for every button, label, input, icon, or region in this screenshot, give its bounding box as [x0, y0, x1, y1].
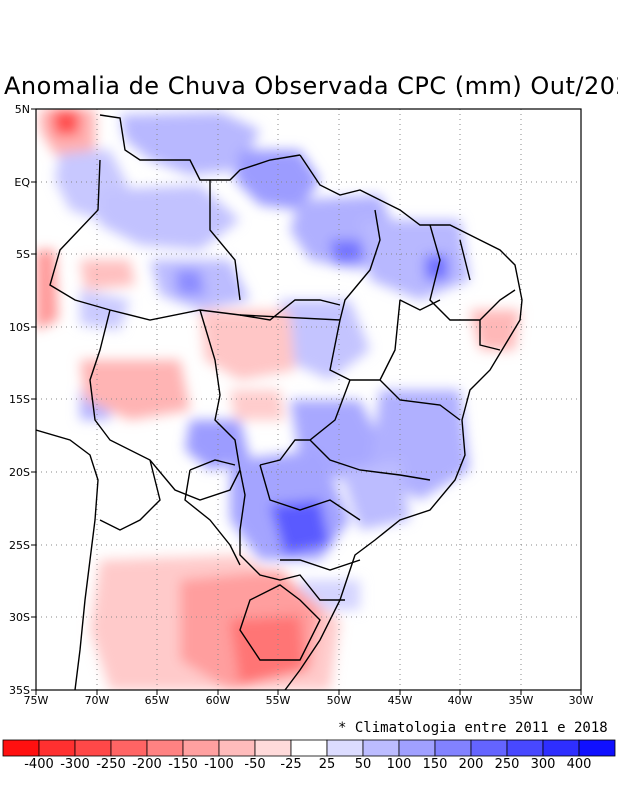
lat-label: 10S	[9, 321, 30, 334]
lat-label: 5S	[16, 248, 30, 261]
lon-label: 40W	[447, 694, 473, 707]
borders	[36, 114, 523, 690]
gridlines	[36, 109, 581, 690]
coastline	[284, 154, 523, 690]
color-bar	[2, 739, 616, 757]
color-bar-swatch	[398, 739, 436, 757]
pacific-coast	[36, 429, 99, 690]
color-bar-label: 25	[318, 757, 336, 772]
color-bar-swatch	[254, 739, 292, 757]
lat-label: 20S	[9, 466, 30, 479]
color-bar-swatch	[326, 739, 364, 757]
color-bar-label: 400	[566, 757, 592, 772]
color-bar-label: -400	[24, 757, 54, 772]
color-bar-swatch	[2, 739, 40, 757]
color-bar-swatch	[578, 739, 616, 757]
color-bar-label: 300	[530, 757, 556, 772]
lat-label: 35S	[9, 684, 30, 697]
lon-label: 65W	[144, 694, 170, 707]
lat-label: 30S	[9, 611, 30, 624]
color-bar-label: -50	[244, 757, 266, 772]
color-bar-swatch	[434, 739, 472, 757]
color-bar-swatch	[362, 739, 400, 757]
map-title: Anomalia de Chuva Observada CPC (mm) Out…	[4, 72, 618, 100]
lon-label: 35W	[508, 694, 534, 707]
color-bar-label: 150	[422, 757, 448, 772]
uruguay-border	[239, 584, 321, 661]
lon-label: 60W	[205, 694, 231, 707]
color-bar-swatch	[470, 739, 508, 757]
lat-label: EQ	[14, 176, 30, 189]
lat-label: 25S	[9, 539, 30, 552]
lon-label: 70W	[84, 694, 110, 707]
color-bar-swatch	[110, 739, 148, 757]
color-bar-swatch	[290, 739, 328, 757]
argentina-border	[99, 459, 161, 531]
lon-label: 75W	[23, 694, 49, 707]
color-bar-label: 50	[354, 757, 372, 772]
color-bar-swatch	[542, 739, 580, 757]
brazil-border	[49, 114, 345, 601]
color-bar-swatch	[182, 739, 220, 757]
color-bar-label: -250	[96, 757, 126, 772]
lat-label: 15S	[9, 393, 30, 406]
color-bar-label: -150	[168, 757, 198, 772]
bolivia-border	[89, 309, 241, 501]
color-bar-swatch	[506, 739, 544, 757]
lon-label: 30W	[568, 694, 594, 707]
state-borders	[209, 180, 516, 571]
color-bar-label: -100	[204, 757, 234, 772]
color-bar-label: 200	[458, 757, 484, 772]
lat-label: 5N	[14, 103, 30, 116]
color-bar-swatch	[38, 739, 76, 757]
paraguay-border	[184, 459, 241, 566]
lon-label: 45W	[387, 694, 413, 707]
anomaly-field	[36, 109, 520, 690]
climatology-note: * Climatologia entre 2011 e 2018	[338, 720, 608, 736]
color-bar-label: 250	[494, 757, 520, 772]
ticks	[31, 108, 582, 695]
color-bar-swatch	[146, 739, 184, 757]
color-bar-swatch	[218, 739, 256, 757]
lon-label: 55W	[265, 694, 291, 707]
color-bar-label: -200	[132, 757, 162, 772]
color-bar-label: -300	[60, 757, 90, 772]
color-bar-label: -25	[280, 757, 302, 772]
color-bar-label: 100	[386, 757, 412, 772]
lon-label: 50W	[326, 694, 352, 707]
color-bar-swatch	[74, 739, 112, 757]
